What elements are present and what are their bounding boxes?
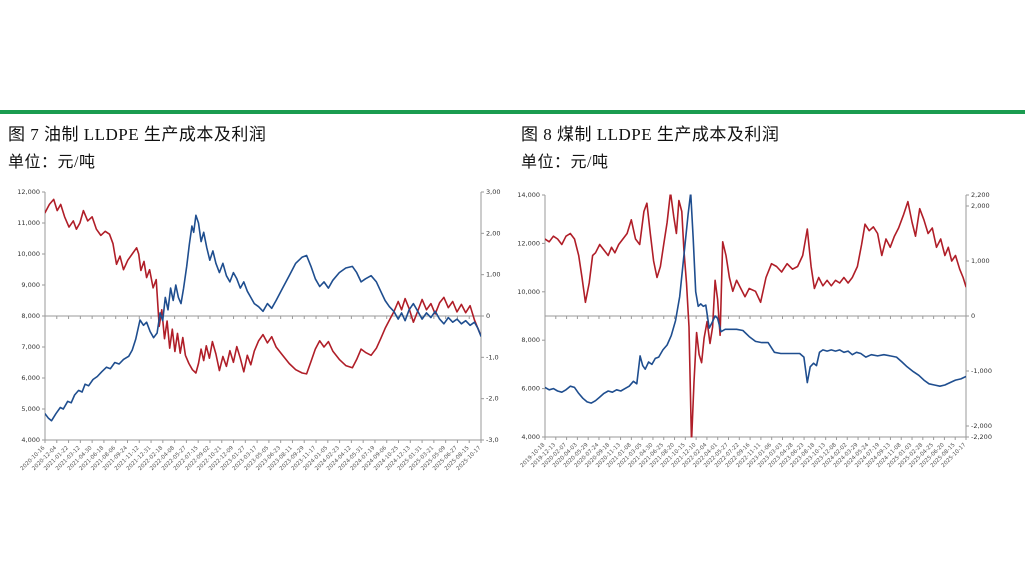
svg-text:8,000: 8,000	[21, 312, 40, 320]
svg-text:11,000: 11,000	[17, 219, 40, 227]
svg-text:0: 0	[971, 312, 975, 320]
svg-text:2,00: 2,00	[486, 229, 500, 237]
svg-text:9,000: 9,000	[21, 281, 40, 289]
svg-text:14,000: 14,000	[517, 191, 540, 199]
svg-text:12,000: 12,000	[517, 239, 540, 247]
figure7-line-chart: 12,000 11,000 10,000 9,000 8,000 7,000 6,000 5,…	[17, 188, 500, 472]
svg-text:2,000: 2,000	[971, 202, 990, 210]
svg-text:2,200: 2,200	[971, 191, 990, 199]
svg-text:6,000: 6,000	[521, 385, 540, 393]
svg-text:-2,000: -2,000	[971, 422, 992, 430]
svg-text:1,000: 1,000	[971, 257, 990, 265]
figure8-panel: 图 8 煤制 LLDPE 生产成本及利润 单位：元/吨 14,000 12,000…	[513, 115, 1025, 575]
svg-text:-3,0: -3,0	[486, 436, 499, 444]
svg-text:8,000: 8,000	[521, 336, 540, 344]
svg-text:-1,0: -1,0	[486, 353, 499, 361]
header-rule	[0, 110, 1025, 114]
svg-text:6,000: 6,000	[21, 374, 40, 382]
figure7-panel: 图 7 油制 LLDPE 生产成本及利润 单位：元/吨 12,000 11,000…	[0, 115, 512, 575]
svg-text:5,000: 5,000	[21, 405, 40, 413]
svg-text:10,000: 10,000	[17, 250, 40, 258]
svg-text:3,00: 3,00	[486, 188, 500, 196]
figure7-title: 图 7 油制 LLDPE 生产成本及利润	[8, 125, 267, 144]
svg-text:10,000: 10,000	[517, 288, 540, 296]
figure8-unit-label: 单位：元/吨	[521, 154, 609, 171]
figure8-line-chart: 14,000 12,000 10,000 8,000 6,000 4,000 2,200 2,…	[517, 191, 992, 469]
svg-text:1,00: 1,00	[486, 271, 500, 279]
svg-text:-2,200: -2,200	[971, 433, 992, 441]
svg-text:-2,0: -2,0	[486, 395, 499, 403]
figure8-title: 图 8 煤制 LLDPE 生产成本及利润	[521, 125, 780, 144]
svg-text:-1,000: -1,000	[971, 367, 992, 375]
svg-text:7,000: 7,000	[21, 343, 40, 351]
svg-text:0: 0	[486, 312, 490, 320]
svg-text:12,000: 12,000	[17, 188, 40, 196]
svg-text:4,000: 4,000	[21, 436, 40, 444]
svg-text:4,000: 4,000	[521, 433, 540, 441]
figure7-unit-label: 单位：元/吨	[8, 154, 96, 171]
